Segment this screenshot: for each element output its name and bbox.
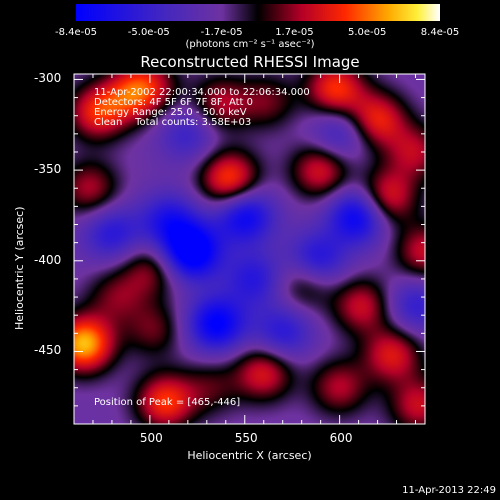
y-axis-label: Heliocentric Y (arcsec): [13, 206, 26, 330]
x-tick-label: 550: [234, 431, 258, 445]
plot-area: 11-Apr-2002 22:00:34.000 to 22:06:34.000…: [74, 74, 425, 424]
y-tick-label: -450: [34, 343, 62, 358]
colorbar-tick-label: 8.4e-05: [420, 27, 460, 38]
annotation-peak-position: Position of Peak = [465,-446]: [94, 397, 241, 408]
colorbar-tick-label: 1.7e-05: [275, 27, 314, 38]
y-tick-label: -400: [34, 252, 62, 267]
y-tick-label: -350: [34, 162, 62, 177]
colorbar-tick-label: -5.0e-05: [127, 27, 170, 38]
x-tick-label: 600: [329, 431, 353, 445]
colorbar-tick-label: -1.7e-05: [200, 27, 243, 38]
colorbar-tick-label: 5.0e-05: [347, 27, 387, 38]
colorbar-tick-label: -8.4e-05: [55, 27, 97, 38]
y-tick-label: -300: [34, 71, 62, 86]
colorbar-units: (photons cm⁻² s⁻¹ asec⁻²): [185, 39, 315, 50]
x-tick-label: 500: [139, 431, 163, 445]
timestamp: 11-Apr-2013 22:49: [402, 485, 496, 496]
chart-title: Reconstructed RHESSI Image: [140, 53, 360, 71]
colorbar: [76, 4, 440, 21]
x-axis-label: Heliocentric X (arcsec): [187, 449, 312, 462]
annotation-clean-counts: Clean Total counts: 3.58E+03: [94, 117, 252, 128]
colorbar-gradient: [76, 4, 440, 21]
